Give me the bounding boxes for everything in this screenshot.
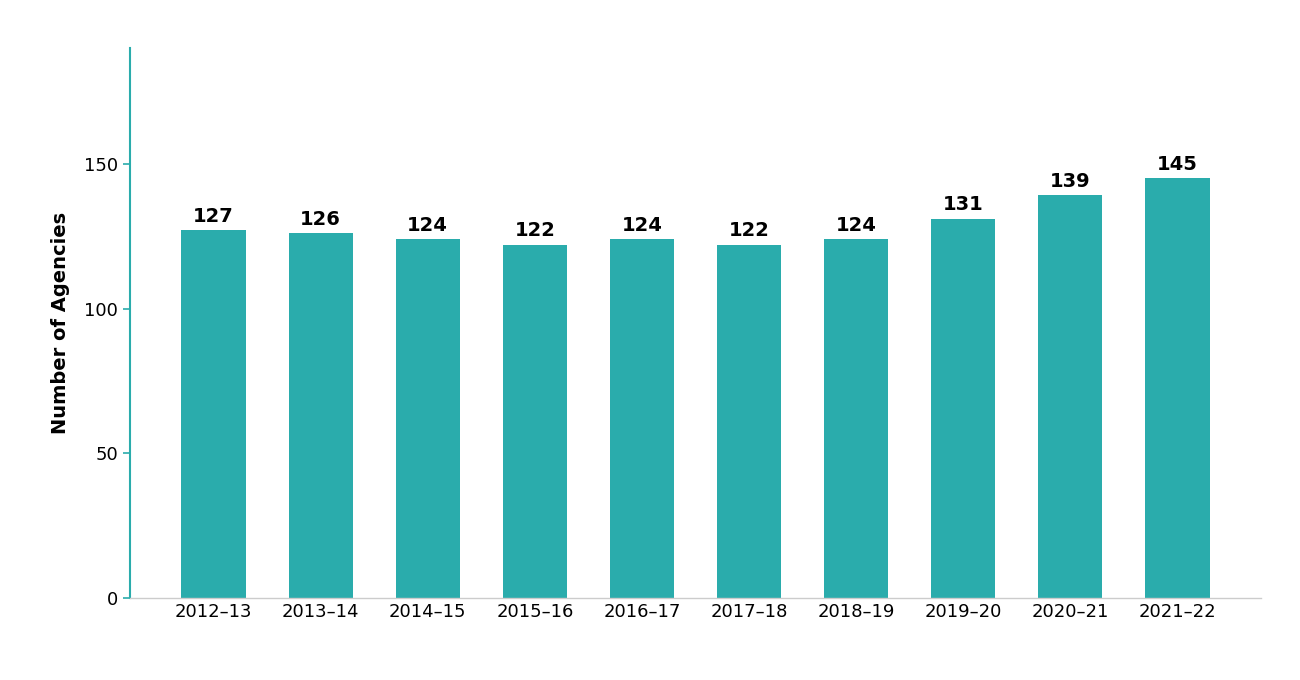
Text: 124: 124 — [407, 216, 448, 235]
Text: 122: 122 — [728, 222, 770, 241]
Text: 124: 124 — [836, 216, 876, 235]
Text: 139: 139 — [1050, 172, 1091, 191]
Bar — [289, 233, 352, 598]
Bar — [716, 245, 781, 598]
Text: 145: 145 — [1157, 155, 1197, 173]
Bar — [824, 239, 888, 598]
Text: 126: 126 — [300, 210, 341, 228]
Text: 122: 122 — [515, 222, 555, 241]
Bar — [1145, 178, 1209, 598]
Bar — [503, 245, 567, 598]
Y-axis label: Number of Agencies: Number of Agencies — [51, 212, 70, 434]
Bar — [1039, 195, 1102, 598]
Bar — [610, 239, 675, 598]
Bar — [395, 239, 460, 598]
Text: 127: 127 — [194, 207, 234, 226]
Bar — [931, 219, 996, 598]
Text: 131: 131 — [942, 195, 984, 214]
Bar — [182, 231, 246, 598]
Text: 124: 124 — [621, 216, 663, 235]
